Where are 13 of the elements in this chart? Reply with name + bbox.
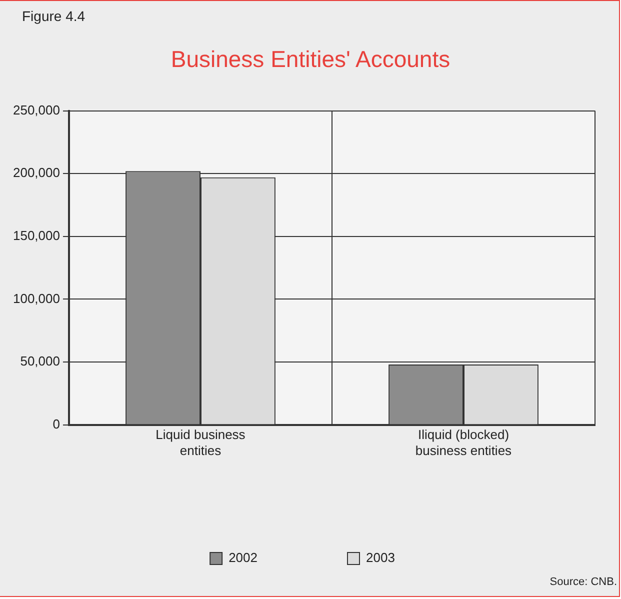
- y-tick-label: 0: [52, 416, 60, 432]
- x-tick-label: Iliquid (blocked) business entities: [415, 427, 512, 458]
- y-tick-label: 250,000: [12, 102, 60, 118]
- x-tick-label: Liquid business entities: [156, 427, 246, 458]
- legend-label: 2003: [366, 550, 395, 566]
- chart-title: Business Entities' Accounts: [170, 46, 452, 73]
- caption: Figure 4.4: [22, 8, 86, 24]
- legend-label: 2002: [228, 550, 258, 566]
- y-tick-label: 100,000: [12, 290, 60, 306]
- source-note: Source: CNB.: [550, 576, 617, 588]
- y-tick-label: 50,000: [20, 354, 60, 369]
- y-tick-label: 200,000: [12, 165, 60, 180]
- y-tick-label: 150,000: [12, 228, 60, 243]
